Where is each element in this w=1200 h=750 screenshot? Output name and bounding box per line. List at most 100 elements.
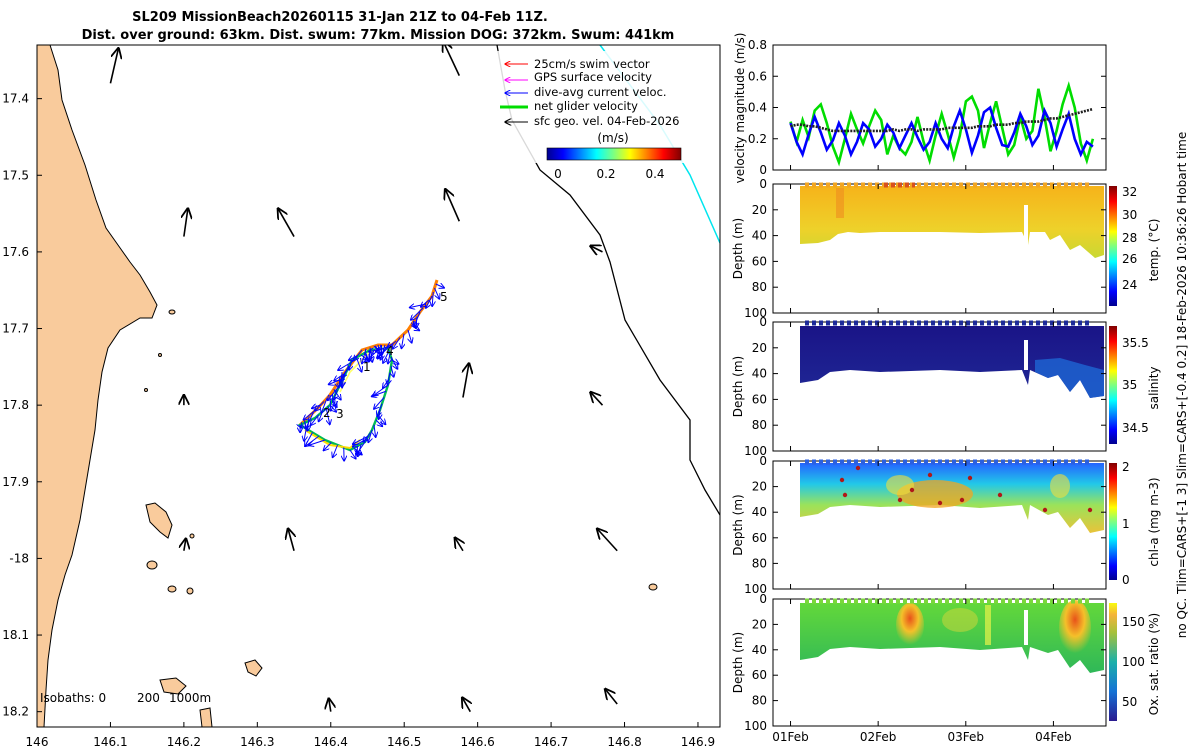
velocity-series	[789, 81, 1095, 167]
geo-vector	[597, 529, 618, 552]
dive-vector	[387, 340, 397, 347]
velocity-y-tick-label: 0.2	[748, 132, 767, 146]
depth-tick-label: 100	[744, 444, 767, 458]
legend-colorbar	[546, 147, 682, 161]
isobaths-label: Isobaths: 0	[40, 691, 106, 705]
depth-axes: 0 20 40 60 80 100 Depth (m) 0 20 40 60 80 100 Depth (…	[731, 177, 1106, 733]
map-x-tick-label: 146.4	[314, 735, 348, 749]
dive-vector	[408, 329, 412, 343]
depth-tick-label: 40	[752, 505, 767, 519]
legend-geo: sfc geo. vel. 04-Feb-2026	[534, 114, 680, 128]
temperature-cbar-label: temp. (°C)	[1147, 219, 1161, 282]
salinity-cbar-tick-0: 34.5	[1122, 421, 1149, 435]
chlorophyll-scatter-dots	[839, 465, 1093, 513]
oxygen-cbar-tick-0: 50	[1122, 695, 1137, 709]
legend-colorbar-title: (m/s)	[597, 131, 628, 145]
map-frame	[36, 44, 721, 728]
dive-vector	[434, 287, 440, 299]
dive-vector	[368, 429, 372, 443]
map-y-tick-label: 17.7	[2, 322, 29, 336]
dive-vector	[304, 428, 306, 441]
geo-vector	[445, 189, 461, 222]
depth-tick-label: 60	[752, 392, 767, 406]
chlorophyll-cbar-label: chl-a (mg m-3)	[1147, 477, 1161, 566]
dive-vector	[332, 444, 338, 458]
geo-vector	[184, 209, 188, 237]
geo-vector	[463, 363, 469, 398]
legend-dive: dive-avg current veloc.	[534, 85, 667, 99]
dive-vector	[319, 411, 323, 422]
velocity-y-tick-label: 0.4	[748, 101, 767, 115]
dive-vector	[309, 439, 326, 445]
dive-vector	[360, 355, 368, 360]
geo-vector	[278, 209, 295, 237]
temperature-cbar-tick-1: 26	[1122, 252, 1137, 266]
depth-tick-label: 20	[752, 341, 767, 355]
islands	[144, 309, 658, 727]
dive-vector	[321, 398, 328, 413]
geo-vector	[329, 699, 331, 712]
dive-vector	[374, 424, 376, 437]
legend-gps: GPS surface velocity	[534, 70, 652, 84]
track-label-2: 2	[323, 406, 331, 420]
dive-vector	[349, 359, 352, 370]
chlorophyll-cbar-tick-0: 0	[1122, 573, 1130, 587]
date-tick-label: 02Feb	[860, 730, 897, 744]
geo-vector	[443, 45, 461, 76]
map-x-tick-label: 146.3	[240, 735, 274, 749]
dive-vector	[326, 408, 330, 424]
dive-vector	[411, 307, 424, 320]
depth-tick-label: 80	[752, 280, 767, 294]
figure-title-line2: Dist. over ground: 63km. Dist. swum: 77k…	[82, 28, 675, 43]
temperature-cbar-tick-2: 28	[1122, 231, 1137, 245]
velocity-ylabel: velocity magnitude (m/s)	[733, 33, 747, 184]
geo-vector	[288, 529, 294, 551]
side-annotation: no QC. Tlim=CARS+[-1 3] Slim=CARS+[-0.4 …	[1175, 132, 1189, 638]
dive-vector	[310, 414, 320, 426]
temperature-cbar-tick-4: 32	[1122, 185, 1137, 199]
depth-axis-label: Depth (m)	[731, 356, 745, 417]
dive-vector	[426, 295, 433, 308]
velocity-y-axis: 0 0.2 0.4 0.6 0.8	[748, 38, 1106, 177]
map-y-tick-label: 18.1	[2, 628, 29, 642]
map-y-tick-label: 17.5	[2, 168, 29, 182]
chlorophyll-panel: 0 1 2 chl-a (mg m-3)	[772, 459, 1161, 590]
map-x-tick-label: 146.1	[93, 735, 127, 749]
velocity-y-tick-label: 0.8	[748, 38, 767, 52]
salinity-panel: 34.5 35 35.5 salinity	[772, 320, 1161, 452]
geo-vector	[109, 48, 118, 84]
map-x-tick-label: 146.8	[607, 735, 641, 749]
chlorophyll-cbar-tick-1: 1	[1122, 517, 1130, 531]
dive-vector	[414, 311, 421, 327]
oxygen-panel: 50 100 150 Ox. sat. ratio (%)	[772, 598, 1161, 727]
salinity-cbar-label: salinity	[1147, 366, 1161, 409]
map-y-tick-label: 17.6	[2, 245, 29, 259]
legend-colorbar-tick-1: 0.2	[596, 167, 615, 181]
geo-vector	[590, 246, 603, 252]
date-tick-label: 01Feb	[772, 730, 809, 744]
dive-vector	[393, 337, 401, 349]
dive-vector	[334, 372, 347, 381]
salinity-cbar-tick-1: 35	[1122, 378, 1137, 392]
oxygen-cbar-label: Ox. sat. ratio (%)	[1147, 613, 1161, 715]
depth-axis-label: Depth (m)	[731, 218, 745, 279]
map-y-tick-label: -18	[9, 551, 29, 565]
dive-current-vectors	[300, 284, 444, 461]
dive-vector	[391, 366, 394, 377]
depth-tick-label: 80	[752, 556, 767, 570]
depth-tick-label: 60	[752, 531, 767, 545]
temperature-colorbar	[1109, 186, 1117, 306]
track-label-5: 5	[440, 290, 448, 304]
dive-vector	[328, 384, 341, 400]
temperature-panel: 24 26 28 30 32 temp. (°C)	[772, 182, 1161, 314]
date-axis: 01Feb 02Feb 03Feb 04Feb	[772, 165, 1072, 744]
map-x-tick-label: 146.6	[460, 735, 494, 749]
temperature-colorbar-ticks: 24 26 28 30 32	[1122, 185, 1137, 292]
dive-vector	[329, 404, 336, 412]
track-label-1: 1	[363, 360, 371, 374]
salinity-cbar-tick-2: 35.5	[1122, 336, 1149, 350]
map-x-tick-label: 146	[26, 735, 49, 749]
map-y-tick-label: 17.9	[2, 475, 29, 489]
depth-axis-label: Depth (m)	[731, 494, 745, 555]
dive-vector	[342, 365, 350, 378]
